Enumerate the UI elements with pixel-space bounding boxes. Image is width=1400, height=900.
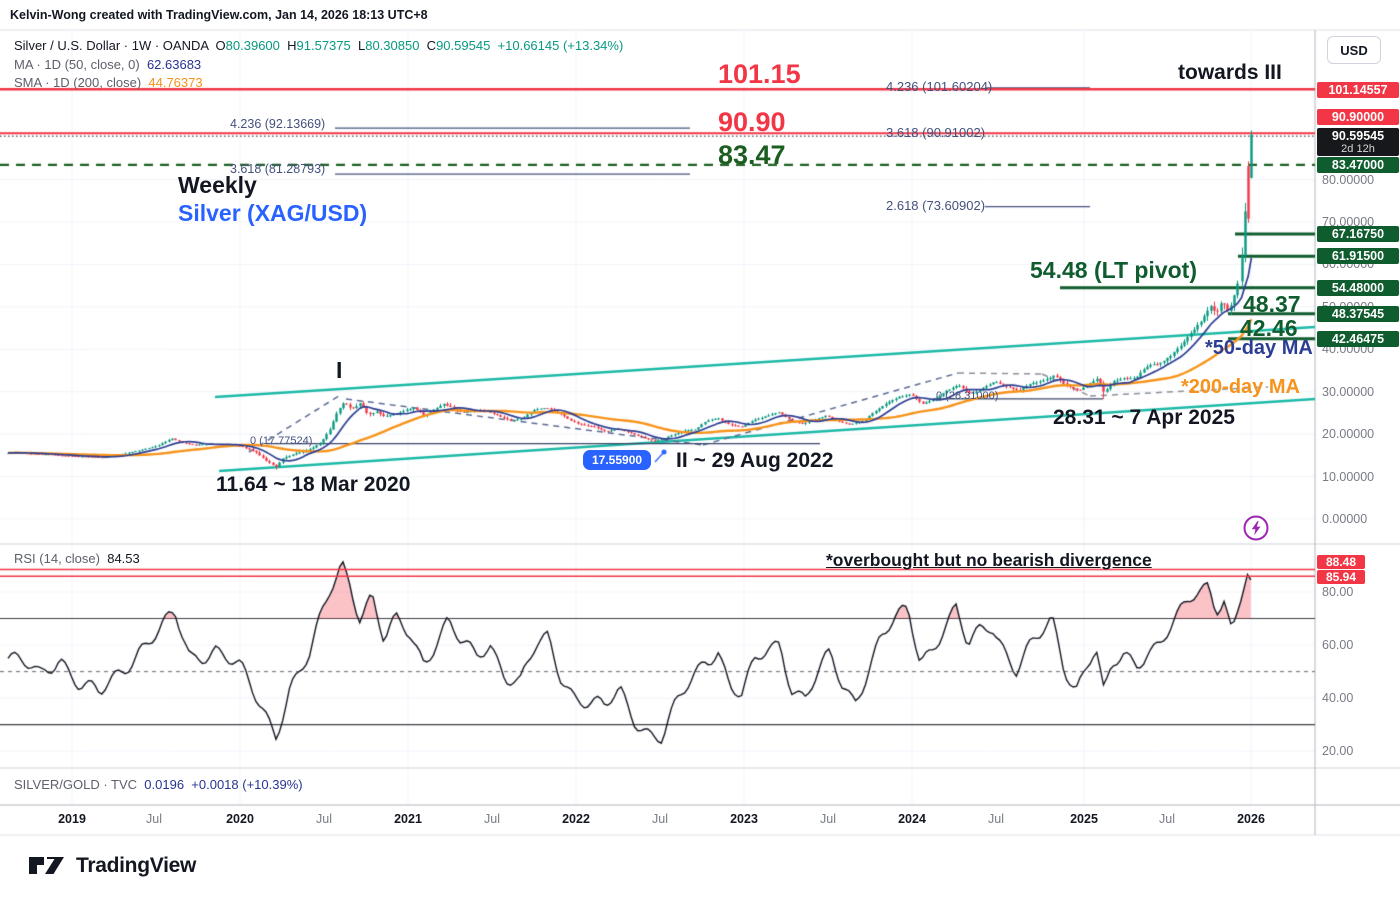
legend-part: Silver / U.S. Dollar · 1W · OANDA [14, 38, 209, 53]
rsi-chip-85.94: 85.94 [1317, 570, 1365, 584]
rsi-note: *overbought but no bearish divergence [826, 550, 1152, 570]
axis-scale-70: 70.00000 [1322, 215, 1375, 230]
legend-part: 80.39600 [225, 38, 280, 53]
fib-3618-right: 3.618 (90.91002) [886, 125, 986, 140]
axis-scale-80: 80.00000 [1322, 172, 1375, 187]
legend-sma200-row[interactable]: SMA · 1D (200, close) 44.76373 [14, 75, 203, 90]
price-chip-90.59545: 90.59545 2d 12h [1317, 128, 1399, 156]
target-90-90: 90.90 [718, 107, 786, 137]
towards-iii: towards III [1178, 61, 1282, 84]
level-48-37: 48.37 [1243, 291, 1301, 317]
time-tick-2022: 2022 [562, 812, 590, 826]
legend-part: 0.0196 [137, 777, 185, 792]
price-chip-48.37545: 48.37545 [1317, 306, 1399, 322]
axis-scale-0: 0.00000 [1322, 512, 1368, 526]
legend-part: 90.59545 [436, 38, 491, 53]
legend-part: 80.30850 [365, 38, 420, 53]
tradingview-logo[interactable]: TradingView [28, 852, 196, 880]
flash-idea-icon [1243, 515, 1269, 541]
legend-part: O [208, 38, 226, 53]
price-chip-61.91500: 61.91500 [1317, 248, 1399, 264]
price-callout-17559: 17.55900 [583, 450, 652, 470]
price-chip-101.14557: 101.14557 [1317, 82, 1399, 98]
time-tick-2024: 2024 [898, 812, 926, 826]
fib-3618-left: 3.618 (81.28793) [230, 162, 326, 176]
low-2020-label: 11.64 ~ 18 Mar 2020 [216, 473, 411, 496]
axis-scale-20: 20.00000 [1322, 427, 1375, 442]
rsi-chip-88.48: 88.48 [1317, 555, 1365, 569]
tradingview-logo-text: TradingView [76, 854, 197, 877]
price-chip-90.90000: 90.90000 [1317, 109, 1399, 125]
time-tick-Jul: Jul [484, 812, 500, 826]
attribution-text: Kelvin-Wong created with TradingView.com… [10, 8, 428, 22]
ma50-label: *50-day MA [1205, 337, 1313, 359]
time-tick-2023: 2023 [730, 812, 758, 826]
time-tick-2021: 2021 [394, 812, 422, 826]
legend-part: SILVER/GOLD · TVC [14, 777, 138, 792]
price-chip-83.47000: 83.47000 [1317, 157, 1399, 173]
rsi-scale-60: 60.00 [1322, 638, 1354, 653]
time-tick-2025: 2025 [1070, 812, 1098, 826]
axis-scale-10: 10.00000 [1322, 469, 1375, 484]
time-tick-Jul: Jul [146, 812, 162, 826]
legend-ma50-row[interactable]: MA · 1D (50, close, 0) 62.63683 [14, 57, 201, 72]
time-tick-Jul: Jul [988, 812, 1004, 826]
fib-0-1777: 0 (17.77524) [250, 435, 313, 447]
time-tick-2020: 2020 [226, 812, 254, 826]
time-tick-2026: 2026 [1237, 812, 1265, 826]
legend-part: 84.53 [99, 551, 140, 566]
wave-ii-label: II ~ 29 Aug 2022 [676, 449, 834, 472]
legend-ratio-row[interactable]: SILVER/GOLD · TVC 0.0196 +0.0018 (+10.39… [14, 777, 303, 792]
legend-part: H [279, 38, 297, 53]
legend-part: 91.57375 [296, 38, 351, 53]
fib-0-2831: 0 (28.31000) [936, 390, 999, 402]
legend-part: L [350, 38, 366, 53]
legend-part: +10.66145 (+13.34%) [490, 38, 624, 53]
time-tick-2019: 2019 [58, 812, 86, 826]
time-tick-Jul: Jul [652, 812, 668, 826]
target-101-15: 101.15 [718, 59, 801, 89]
wave-i-label: I [336, 357, 343, 383]
legend-symbol-row[interactable]: Silver / U.S. Dollar · 1W · OANDA O80.39… [14, 38, 623, 53]
level-42-46: 42.46 [1240, 315, 1298, 341]
tradingview-logo-glyph [29, 857, 64, 874]
rsi-scale-40: 40.00 [1322, 691, 1354, 706]
legend-part: MA · 1D (50, close, 0) [14, 57, 140, 72]
low-2025-label: 28.31 ~ 7 Apr 2025 [1053, 406, 1235, 429]
axis-scale-30: 30.00000 [1322, 384, 1375, 399]
legend-part: C [419, 38, 437, 53]
fib-4236-left: 4.236 (92.13669) [230, 117, 326, 131]
level-83-47: 83.47 [718, 140, 786, 170]
time-tick-Jul: Jul [316, 812, 332, 826]
legend-part: 44.76373 [141, 75, 203, 90]
legend-rsi-row[interactable]: RSI (14, close) 84.53 [14, 551, 140, 566]
lt-pivot-label: 54.48 (LT pivot) [1030, 257, 1197, 283]
legend-part: SMA · 1D (200, close) [14, 75, 142, 90]
symbol-label: Silver (XAG/USD) [178, 200, 368, 226]
ma200-label: *200-day MA [1181, 376, 1300, 398]
legend-part: RSI (14, close) [14, 551, 100, 566]
rsi-scale-20: 20.00 [1322, 744, 1354, 759]
price-chip-67.16750: 67.16750 [1317, 226, 1399, 242]
price-chip-54.48000: 54.48000 [1317, 280, 1399, 296]
rsi-scale-80: 80.00 [1322, 585, 1354, 599]
time-tick-Jul: Jul [820, 812, 836, 826]
legend-part: +0.0018 (+10.39%) [184, 777, 303, 792]
legend-part: 62.63683 [139, 57, 202, 72]
currency-usd-button[interactable]: USD [1327, 36, 1381, 64]
time-tick-Jul: Jul [1159, 812, 1175, 826]
fib-4236-right: 4.236 (101.60204) [886, 79, 993, 94]
timeframe-label: Weekly [178, 172, 257, 198]
fib-2618-right: 2.618 (73.60902) [886, 198, 986, 213]
price-chip-42.46475: 42.46475 [1317, 331, 1399, 347]
